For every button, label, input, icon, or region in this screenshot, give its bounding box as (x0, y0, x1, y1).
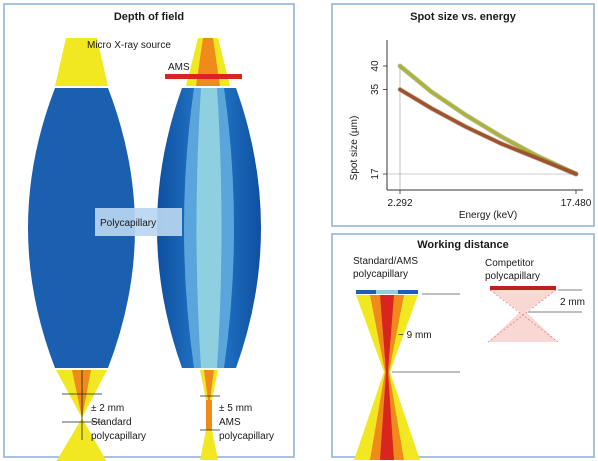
working-distance-title: Working distance (417, 239, 508, 251)
series-2-line (398, 87, 578, 176)
right-working-distance-label: 2 mm (560, 297, 585, 308)
ams-aperture-label: AMS (168, 62, 190, 73)
left-optic-label-line2: polycapillary (353, 269, 408, 280)
right-optic-label-line1: Competitor (485, 258, 535, 269)
micro-xray-source-label: Micro X-ray source (87, 40, 171, 51)
y-axis-label: Spot size (µm) (349, 116, 360, 181)
ams-range-label: ± 5 mm (219, 403, 252, 414)
y-tick-label-1: 35 (370, 83, 381, 95)
ams-aperture-bar (165, 74, 242, 79)
ams-focus-core-top (204, 370, 214, 400)
competitor-beam-top (490, 290, 556, 312)
x-tick-label-0: 2.292 (387, 198, 412, 209)
x-axis-label: Energy (keV) (459, 210, 517, 221)
depth-of-field-panel: Depth of field ± 2 mm Standard polycapil… (3, 3, 295, 461)
standard-source-cone (55, 38, 108, 86)
ams-focus-outer-bottom (200, 430, 218, 460)
ams-polycapillary-optic (157, 38, 261, 460)
ams-label-line2: polycapillary (219, 431, 274, 442)
chart-series (397, 63, 579, 177)
standard-label-line2: polycapillary (91, 431, 146, 442)
x-tick-label-1: 17.480 (561, 198, 592, 209)
right-optic-label-line2: polycapillary (485, 271, 540, 282)
polycapillary-label-box (95, 208, 182, 236)
chart-guides (387, 66, 576, 190)
left-beam-core-top (380, 295, 394, 372)
depth-of-field-title: Depth of field (114, 11, 184, 23)
polycapillary-label: Polycapillary (100, 218, 156, 229)
working-distance-panel: Working distance Standard/AMS polycapill… (331, 233, 595, 460)
left-optic-exit-core (376, 290, 398, 294)
spot-size-title: Spot size vs. energy (410, 11, 517, 23)
ams-lens-core (196, 88, 222, 368)
left-optic-label-line1: Standard/AMS (353, 256, 418, 267)
standard-ams-beam (354, 290, 460, 460)
competitor-optic-exit-face (490, 286, 556, 290)
competitor-beam-bottom (488, 312, 558, 342)
spot-size-panel: Spot size vs. energy 17 35 40 2.292 17.480 S… (331, 3, 595, 227)
chart-ticks: 17 35 40 2.292 17.480 (370, 60, 592, 209)
ams-focus-column (206, 400, 212, 450)
left-working-distance-label: ~ 9 mm (398, 330, 432, 341)
standard-label-line1: Standard (91, 417, 132, 428)
ams-label-line1: AMS (219, 417, 241, 428)
series-1-line (398, 64, 578, 176)
competitor-beam (487, 286, 582, 343)
y-tick-label-2: 40 (370, 60, 381, 72)
y-tick-label-0: 17 (370, 168, 381, 180)
standard-range-label: ± 2 mm (91, 403, 124, 414)
left-beam-core-bottom (380, 372, 394, 460)
standard-focus-cone-bottom (56, 418, 107, 461)
standard-polycapillary-optic (28, 38, 135, 461)
standard-lens-body (28, 88, 135, 368)
